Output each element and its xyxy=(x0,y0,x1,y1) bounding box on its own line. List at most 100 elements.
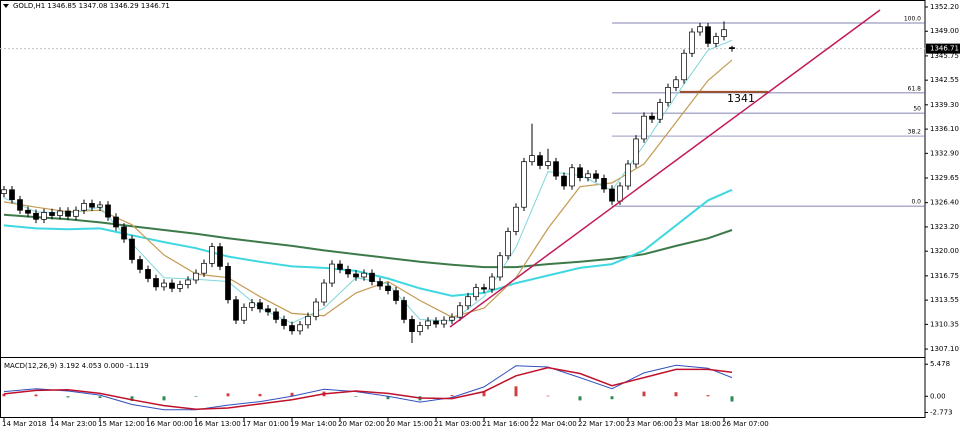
x-tick-label: 23 Mar 06:00 xyxy=(626,420,673,428)
macd-bar xyxy=(514,386,518,397)
fib-label: 0.0 xyxy=(911,199,921,206)
candle-body xyxy=(561,175,567,187)
candle-body xyxy=(353,273,359,278)
candle-body xyxy=(665,87,671,103)
candle-body xyxy=(41,212,47,220)
menu-icon xyxy=(3,4,9,8)
candle-body xyxy=(33,212,39,220)
candle-body xyxy=(585,173,591,178)
candle-body xyxy=(593,173,599,179)
macd-y-tick-label: -2.773 xyxy=(930,409,953,417)
candle-body xyxy=(457,305,463,318)
moving-average xyxy=(3,59,733,318)
macd-bar xyxy=(578,396,582,401)
candle-body xyxy=(441,319,447,325)
macd-bar xyxy=(642,391,646,397)
candle-body xyxy=(689,31,695,54)
macd-bar xyxy=(2,393,6,397)
fib-label: 100.0 xyxy=(904,15,921,22)
price-tag-label: 1346.71 xyxy=(930,45,959,53)
macd-bar xyxy=(482,391,486,397)
x-tick-label: 22 Mar 17:00 xyxy=(578,420,625,428)
candle-body xyxy=(497,255,503,278)
candle-body xyxy=(465,296,471,307)
macd-bar xyxy=(194,396,198,397)
candle-body xyxy=(601,178,607,190)
candle-body xyxy=(385,285,391,291)
candle-body xyxy=(521,161,527,208)
candle-body xyxy=(105,204,111,218)
y-tick-label: 1345.75 xyxy=(930,52,959,60)
x-tick-label: 16 Mar 00:00 xyxy=(146,420,193,428)
candle-body xyxy=(673,79,679,88)
candle-body xyxy=(417,325,423,332)
candle-body xyxy=(569,167,575,187)
candle-body xyxy=(177,284,183,289)
candle-body xyxy=(697,26,703,33)
x-tick-label: 14 Mar 23:00 xyxy=(50,420,97,428)
candle-body xyxy=(609,188,615,202)
macd-bar xyxy=(258,393,262,397)
macd-bar xyxy=(386,396,390,400)
candle-body xyxy=(73,209,79,217)
macd-y-tick-label: 5.478 xyxy=(930,360,950,368)
x-tick-label: 20 Mar 02:00 xyxy=(338,420,385,428)
y-tick-label: 1326.40 xyxy=(930,199,959,207)
y-tick-label: 1310.35 xyxy=(930,320,959,328)
candle-body xyxy=(545,161,551,166)
macd-bar xyxy=(354,396,358,397)
trendline xyxy=(449,9,881,328)
candle-body xyxy=(273,311,279,320)
x-tick-label: 17 Mar 01:00 xyxy=(242,420,289,428)
y-tick-label: 1352.20 xyxy=(930,3,959,11)
macd-bar xyxy=(98,396,102,399)
candle-body xyxy=(1,189,7,194)
macd-bar xyxy=(130,396,134,401)
candle-body xyxy=(249,302,255,308)
candle-body xyxy=(297,324,303,332)
candle-body xyxy=(409,319,415,332)
candle-body xyxy=(553,161,559,177)
candle-body xyxy=(129,238,135,260)
macd-bar xyxy=(290,392,294,397)
y-tick-label: 1342.55 xyxy=(930,76,959,84)
fib-label: 38.2 xyxy=(908,129,922,136)
macd-line xyxy=(3,364,733,411)
candle-body xyxy=(185,279,191,285)
macd-bar xyxy=(546,395,550,397)
candle-body xyxy=(577,167,583,178)
level-annotation: 1341 xyxy=(727,92,755,105)
y-tick-label: 1349.00 xyxy=(930,27,959,35)
y-tick-label: 1336.10 xyxy=(930,125,959,133)
candle-body xyxy=(617,185,623,202)
candle-body xyxy=(137,259,143,270)
candle-body xyxy=(121,226,127,240)
y-tick-label: 1320.00 xyxy=(930,247,959,255)
candle-body xyxy=(713,36,719,44)
macd-bar xyxy=(226,393,230,397)
candle-body xyxy=(505,231,511,257)
macd-bar xyxy=(162,396,166,401)
candle-body xyxy=(449,316,455,321)
x-tick-label: 14 Mar 2018 xyxy=(2,420,46,428)
candle-body xyxy=(49,212,55,216)
candle-body xyxy=(321,282,327,303)
macd-bar xyxy=(706,395,710,397)
candle-body xyxy=(433,320,439,325)
candle-body xyxy=(201,262,207,274)
y-tick-label: 1332.90 xyxy=(930,149,959,157)
candle-body xyxy=(649,115,655,120)
moving-average xyxy=(3,213,733,269)
candle-body xyxy=(289,325,295,332)
y-tick-label: 1329.65 xyxy=(930,174,959,182)
candle-body xyxy=(89,203,95,208)
candle-body xyxy=(161,282,167,288)
candle-body xyxy=(657,102,663,120)
y-tick-label: 1307.10 xyxy=(930,345,959,353)
candle-body xyxy=(145,269,151,279)
candle-body xyxy=(25,209,31,214)
fib-label: 50 xyxy=(913,106,921,113)
header: GOLD,H1 1346.85 1347.08 1346.29 1346.71 xyxy=(13,2,170,10)
plot-frame xyxy=(0,0,926,418)
